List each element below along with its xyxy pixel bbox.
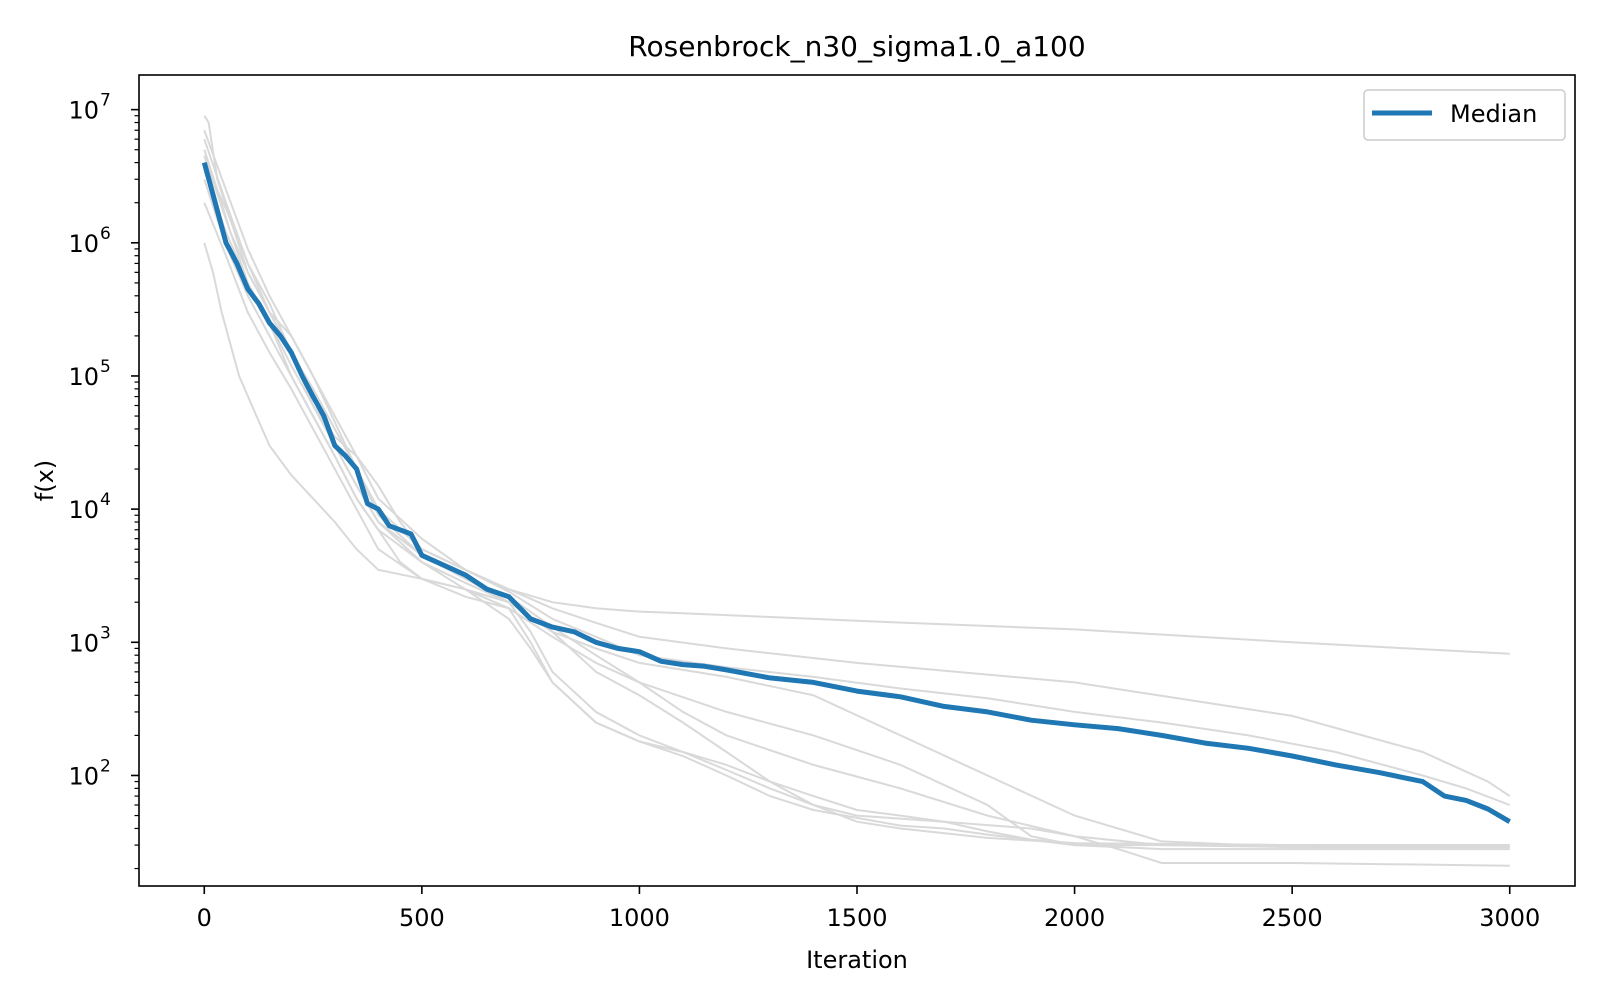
y-tick-label-2: 10 [68, 762, 99, 790]
individual-runs [203, 115, 1511, 867]
run-line-3 [203, 178, 1510, 847]
y-tick-label-4: 10 [68, 496, 99, 524]
run-line-5 [203, 202, 1510, 851]
y-tick-exponent-5: 5 [100, 357, 111, 377]
x-tick-label-500: 500 [399, 904, 445, 932]
x-tick-label-2000: 2000 [1044, 904, 1105, 932]
legend-box [1363, 89, 1566, 141]
y-tick-exponent-7: 7 [100, 91, 111, 111]
x-tick-label-3000: 3000 [1479, 904, 1540, 932]
y-tick-label-6: 10 [68, 230, 99, 258]
run-line-10 [203, 129, 1510, 849]
run-line-4 [203, 242, 1510, 849]
x-tick-label-1000: 1000 [609, 904, 670, 932]
median-line [201, 161, 1511, 824]
x-tick-label-0: 0 [197, 904, 212, 932]
y-tick-label-3: 10 [68, 629, 99, 657]
x-axis: 0 500 1000 1500 2000 2500 3000 [197, 886, 1540, 932]
run-line-8 [203, 155, 1510, 849]
legend-label-median: Median [1450, 100, 1537, 128]
y-tick-label-5: 10 [68, 363, 99, 391]
y-tick-exponent-6: 6 [100, 224, 111, 244]
median-series [201, 161, 1511, 824]
x-tick-label-1500: 1500 [826, 904, 887, 932]
y-tick-label-7: 10 [68, 97, 99, 125]
x-tick-label-2500: 2500 [1262, 904, 1323, 932]
legend: Median [1363, 89, 1566, 141]
y-tick-exponent-2: 2 [100, 756, 111, 776]
chart-title: Rosenbrock_n30_sigma1.0_a100 [628, 30, 1085, 63]
y-axis-label: f(x) [31, 460, 59, 501]
x-axis-label: Iteration [806, 946, 908, 974]
y-tick-exponent-3: 3 [100, 623, 111, 643]
run-line-1 [203, 115, 1510, 655]
y-tick-exponent-4: 4 [100, 490, 111, 510]
